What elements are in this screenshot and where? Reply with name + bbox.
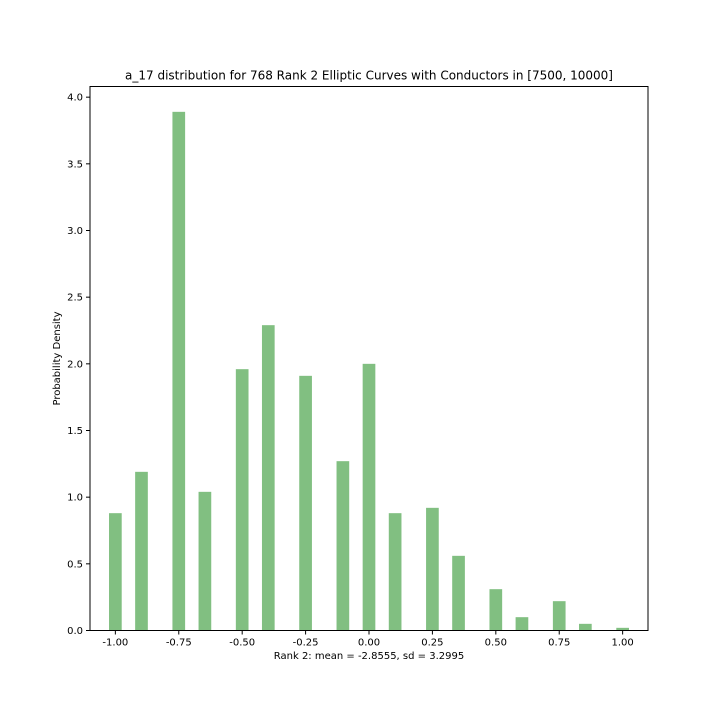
bar xyxy=(362,363,376,631)
y-tick-label: 3.5 xyxy=(67,159,83,170)
bar xyxy=(261,325,275,631)
bar xyxy=(198,491,212,631)
bar xyxy=(299,375,312,631)
bar xyxy=(388,513,402,631)
bar xyxy=(515,617,529,631)
y-axis-title: Probability Density xyxy=(52,311,63,405)
y-tick-label: 0.5 xyxy=(67,559,83,570)
bar xyxy=(172,111,186,631)
y-axis: 0.0 0.5 1.0 1.5 2.0 2.5 3.0 3.5 4.0 xyxy=(67,93,90,637)
x-tick-label: 0.50 xyxy=(485,638,507,649)
x-axis-title: Rank 2: mean = -2.8555, sd = 3.2995 xyxy=(274,651,464,662)
x-tick-label: 0.75 xyxy=(548,638,570,649)
x-tick-label: 1.00 xyxy=(612,638,634,649)
bar xyxy=(489,589,503,631)
bar xyxy=(616,627,629,631)
y-tick-label: 2.0 xyxy=(67,359,83,370)
bar xyxy=(109,513,122,631)
bar xyxy=(135,471,148,631)
y-tick-label: 3.0 xyxy=(67,226,83,237)
bar xyxy=(426,507,439,631)
x-tick-label: 0.00 xyxy=(358,638,380,649)
x-tick-label: -0.50 xyxy=(229,638,255,649)
bar xyxy=(336,461,350,631)
x-tick-label: -1.00 xyxy=(102,638,128,649)
x-tick-label: 0.25 xyxy=(421,638,443,649)
bars-group xyxy=(109,111,629,631)
y-tick-label: 1.0 xyxy=(67,493,83,504)
x-axis: -1.00 -0.75 -0.50 -0.25 0.00 0.25 0.50 0.75 1.00 xyxy=(102,630,634,649)
y-tick-label: 1.5 xyxy=(67,426,83,437)
chart-title: a_17 distribution for 768 Rank 2 Ellipti… xyxy=(125,69,613,83)
bar xyxy=(235,369,249,631)
bar xyxy=(452,555,465,631)
y-tick-label: 0.0 xyxy=(67,626,83,637)
bar xyxy=(579,623,592,631)
y-tick-label: 2.5 xyxy=(67,293,83,304)
y-tick-label: 4.0 xyxy=(67,93,83,104)
x-tick-label: -0.75 xyxy=(166,638,192,649)
x-tick-label: -0.25 xyxy=(293,638,319,649)
bar xyxy=(552,601,566,631)
